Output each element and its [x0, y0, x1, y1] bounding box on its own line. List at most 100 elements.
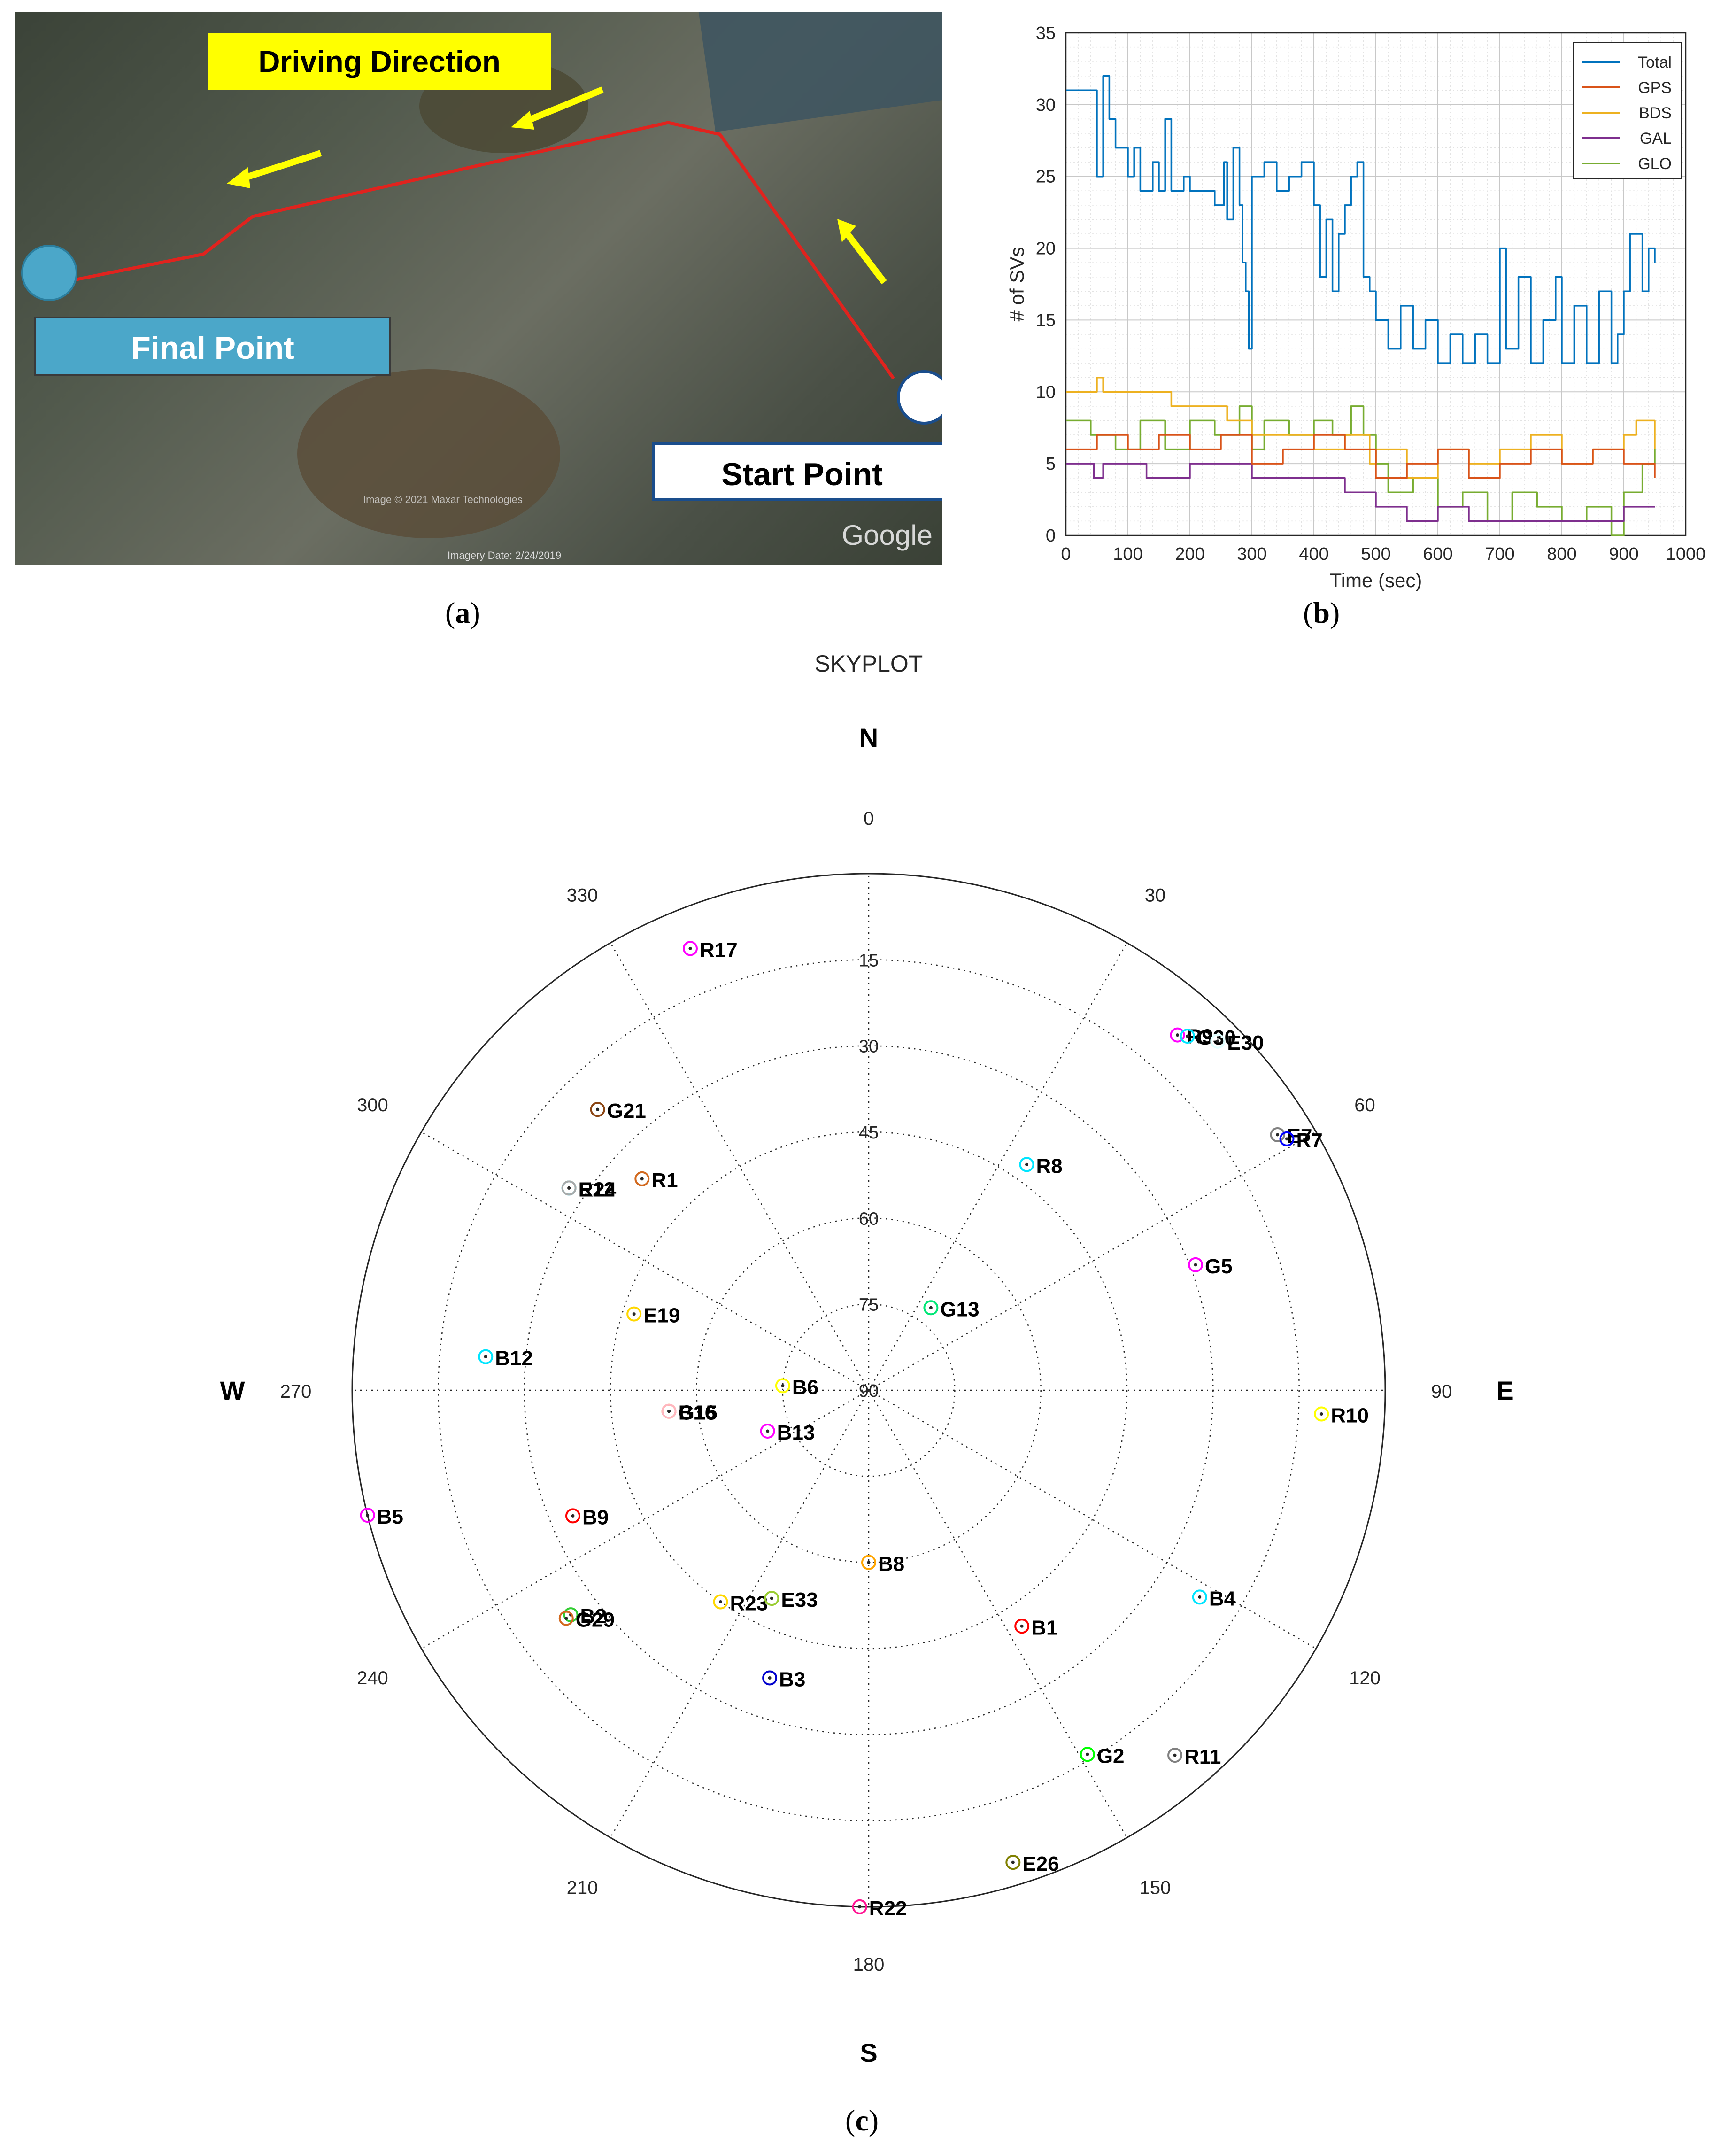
y-tick-label: 5 [1046, 454, 1056, 474]
satellite-label: E12 [579, 1178, 615, 1201]
satellite-marker [590, 1102, 605, 1117]
route-line [74, 121, 895, 380]
satellite-marker [1014, 1619, 1030, 1634]
satellite-marker [1279, 1131, 1295, 1146]
satellite-label: R1 [651, 1169, 678, 1192]
series-line-total [1066, 75, 1656, 364]
satellite-label: G2 [1097, 1744, 1125, 1767]
y-tick-label: 10 [1036, 382, 1056, 402]
satellite-marker-center [1020, 1624, 1024, 1628]
sv-count-line-chart: 0 100 200 300 400 500 600 700 800 900 1000 0 5 10 15 20… [1006, 23, 1706, 591]
driving-direction-label: Driving Direction [208, 33, 551, 90]
map-park [297, 369, 560, 538]
satellite-label: R23 [730, 1592, 768, 1615]
satellite-marker-center [1319, 1412, 1323, 1416]
satellite-label: B16 [679, 1402, 717, 1425]
x-tick-label: 300 [1237, 544, 1266, 564]
satellite-marker [923, 1300, 939, 1316]
satellite-label: G13 [940, 1298, 979, 1321]
legend-entry: Total [1638, 54, 1672, 71]
azimuth-spoke [868, 1390, 1128, 1838]
azimuth-tick-label: 210 [567, 1878, 598, 1898]
satellite-marker [565, 1508, 580, 1524]
direction-arrow-icon [511, 86, 604, 130]
satellite-marker [1167, 1748, 1183, 1763]
series-line-glo [1066, 405, 1656, 536]
y-tick-label: 30 [1036, 95, 1056, 115]
azimuth-spoke [868, 942, 1128, 1391]
panel-label-a: (a) [445, 596, 480, 629]
final-point-label: Final Point [34, 317, 391, 376]
satellite-marker-center [1194, 1263, 1197, 1267]
satellite-marker-center [564, 1616, 568, 1620]
legend [1573, 42, 1682, 179]
satellite-marker [1019, 1157, 1034, 1172]
satellite-marker-center [1176, 1033, 1180, 1037]
panel-label-c: (c) [845, 2104, 879, 2137]
direction-arrow-icon [837, 219, 887, 285]
elevation-tick-label: 15 [859, 951, 879, 970]
compass-south: S [860, 2038, 877, 2068]
compass-north: N [859, 723, 878, 752]
satellite-label: B1 [1031, 1616, 1057, 1639]
satellite-label: G29 [576, 1608, 615, 1631]
satellite-marker [1170, 1027, 1185, 1043]
satellite-marker [775, 1378, 790, 1394]
x-tick-label: 0 [1061, 544, 1071, 564]
elevation-ring [782, 1303, 956, 1477]
satellite-marker-center [1216, 1039, 1219, 1043]
satellite-marker [1005, 1855, 1021, 1870]
azimuth-tick-label: 120 [1349, 1668, 1381, 1688]
satellite-label: R9 [1187, 1025, 1213, 1048]
satellite-marker-center [366, 1513, 370, 1517]
x-tick-label: 400 [1299, 544, 1328, 564]
satellite-label: R11 [1184, 1745, 1221, 1768]
start-point-marker [897, 370, 942, 425]
satellite-label: G15 [679, 1402, 718, 1425]
satellite-marker-center [770, 1596, 773, 1600]
satellite-marker [561, 1180, 577, 1196]
satellite-label: R17 [700, 938, 738, 961]
satellite-marker-center [567, 1186, 571, 1190]
y-tick-label: 15 [1036, 310, 1056, 330]
satellite-marker [682, 941, 698, 956]
elevation-ring [438, 959, 1300, 1821]
satellite-marker-center [688, 946, 692, 950]
satellite-marker-center [571, 1514, 575, 1518]
satellite-label: R22 [869, 1897, 907, 1920]
satellite-marker-center [1086, 1752, 1089, 1756]
satellite-marker-center [1198, 1595, 1202, 1599]
azimuth-tick-label: 240 [357, 1668, 388, 1688]
y-tick-label: 25 [1036, 167, 1056, 187]
azimuth-tick-label: 180 [853, 1954, 885, 1975]
satellite-marker [1270, 1127, 1285, 1142]
elevation-tick-label: 60 [859, 1209, 879, 1229]
series-line-gal [1066, 463, 1655, 522]
satellite-marker-center [929, 1306, 933, 1309]
satellite-label: B5 [377, 1505, 403, 1528]
x-tick-label: 1000 [1666, 544, 1706, 564]
satellite-marker-center [1011, 1860, 1015, 1864]
satellite-marker [852, 1899, 867, 1914]
plot-area [1065, 32, 1687, 536]
skyplot-title: SKYPLOT [815, 651, 923, 677]
start-point-label: Start Point [652, 442, 942, 501]
satellite-label: G21 [607, 1100, 646, 1123]
compass-east: E [1496, 1376, 1513, 1405]
map-copyright: Image © 2021 Maxar Technologies [363, 494, 523, 505]
satellite-marker [1180, 1029, 1195, 1044]
satellite-label: B9 [582, 1506, 609, 1529]
satellite-marker-center [867, 1561, 871, 1564]
azimuth-spoke [868, 1389, 1317, 1650]
satellite-marker [1210, 1033, 1226, 1049]
imagery-date: Imagery Date: 2/24/2019 [448, 550, 562, 561]
map-overlay [21, 86, 942, 425]
satellite-marker-center [1276, 1133, 1280, 1137]
satellite-marker-center [768, 1676, 772, 1680]
satellite-marker [558, 1611, 574, 1626]
satellite-label: B12 [495, 1347, 533, 1370]
legend-entry: BDS [1639, 104, 1672, 122]
x-tick-label: 800 [1547, 544, 1576, 564]
x-axis-label: Time (sec) [1330, 569, 1422, 591]
elevation-tick-label: 75 [859, 1295, 879, 1315]
